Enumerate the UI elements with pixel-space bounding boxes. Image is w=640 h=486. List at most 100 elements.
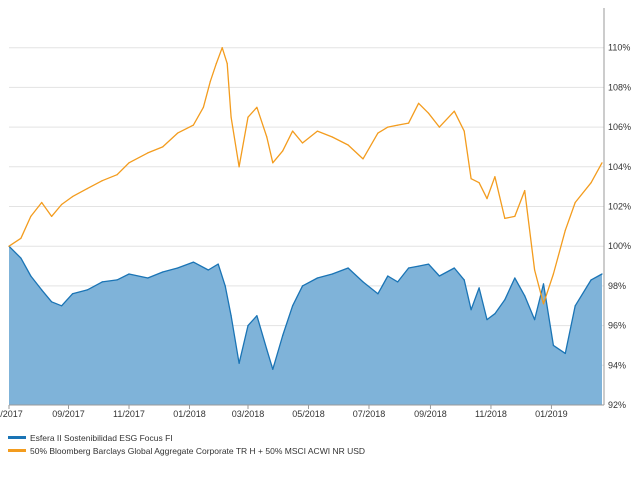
y-tick-label: 96% <box>608 321 626 331</box>
benchmark-data-point <box>272 162 274 164</box>
fund-data-point <box>41 289 43 291</box>
fund-data-point <box>272 368 274 370</box>
benchmark-data-point <box>266 136 268 138</box>
y-tick-label: 106% <box>608 122 631 132</box>
benchmark-data-point <box>387 126 389 128</box>
benchmark-data-point <box>316 130 318 132</box>
benchmark-data-point <box>542 303 545 305</box>
benchmark-data-point <box>147 152 149 154</box>
benchmark-data-point <box>30 215 32 217</box>
fund-data-point <box>438 275 440 277</box>
benchmark-data-point <box>504 217 506 219</box>
benchmark-data-point <box>20 237 22 239</box>
benchmark-data-point <box>101 180 103 182</box>
benchmark-data-point <box>377 132 379 134</box>
legend: Esfera II Sostenibilidad ESG Focus FI 50… <box>8 431 365 457</box>
fund-data-point <box>230 315 232 317</box>
fund-data-point <box>542 283 545 285</box>
benchmark-data-point <box>41 201 43 204</box>
fund-data-point <box>534 319 536 321</box>
benchmark-data-point <box>192 124 194 126</box>
benchmark-data-point <box>574 201 576 204</box>
fund-data-point <box>301 285 304 287</box>
fund-data-point <box>71 293 74 295</box>
fund-data-point <box>20 257 22 259</box>
benchmark-data-point <box>494 176 496 178</box>
benchmark-data-point <box>209 80 211 82</box>
benchmark-data-point <box>71 196 74 198</box>
benchmark-data-point <box>453 110 455 112</box>
x-tick-label: 03/2018 <box>232 409 265 419</box>
fund-data-point <box>266 348 268 350</box>
fund-data-point <box>387 275 389 277</box>
fund-data-point <box>116 279 118 281</box>
y-tick-label: 100% <box>608 241 631 251</box>
fund-data-point <box>224 285 226 287</box>
y-tick-label: 98% <box>608 281 626 291</box>
benchmark-data-point <box>534 269 536 271</box>
fund-data-point <box>331 273 333 275</box>
x-tick-label: 01/2019 <box>535 409 568 419</box>
legend-item-benchmark[interactable]: 50% Bloomberg Barclays Global Aggregate … <box>8 444 365 457</box>
fund-data-point <box>514 277 516 279</box>
x-tick-label: 09/2018 <box>414 409 447 419</box>
benchmark-data-point <box>514 215 516 217</box>
benchmark-data-point <box>347 144 349 146</box>
x-tick-label: 11/2017 <box>113 409 145 419</box>
benchmark-data-point <box>61 203 63 206</box>
benchmark-data-point <box>408 122 410 124</box>
benchmark-data-point <box>331 136 333 138</box>
y-tick-label: 108% <box>608 82 631 92</box>
benchmark-data-point <box>230 116 232 118</box>
fund-area-fill <box>9 246 602 405</box>
benchmark-data-point <box>247 116 249 118</box>
fund-data-point <box>486 319 488 321</box>
fund-data-point <box>463 279 465 281</box>
benchmark-data-point <box>463 130 465 132</box>
benchmark-data-point <box>202 106 204 108</box>
fund-data-point <box>147 277 149 279</box>
benchmark-data-point <box>397 124 399 126</box>
fund-series-line <box>8 245 603 370</box>
fund-data-point <box>347 267 349 269</box>
fund-data-point <box>192 261 194 263</box>
y-tick-label: 104% <box>608 162 631 172</box>
fund-data-point <box>524 295 526 297</box>
benchmark-data-point <box>552 273 555 275</box>
benchmark-data-point <box>564 229 566 231</box>
benchmark-data-point <box>8 245 10 247</box>
fund-data-point <box>128 273 130 275</box>
fund-data-point <box>30 275 32 277</box>
axes <box>8 8 605 409</box>
benchmark-series-line <box>8 47 603 305</box>
y-tick-label: 102% <box>608 202 631 212</box>
fund-data-point <box>601 273 603 275</box>
benchmark-data-point <box>128 162 130 164</box>
fund-data-point <box>247 325 249 327</box>
x-tick-label: 07/2018 <box>353 409 386 419</box>
fund-data-point <box>590 279 592 281</box>
performance-chart: 92% 94% 96% 98% 100% 102% 104% 106% 108% 110% 7/2… <box>0 8 631 419</box>
benchmark-data-point <box>590 182 592 184</box>
legend-swatch-benchmark <box>8 449 26 452</box>
benchmark-data-point <box>486 198 488 200</box>
benchmark-data-point <box>478 182 480 184</box>
legend-label-benchmark: 50% Bloomberg Barclays Global Aggregate … <box>30 445 366 456</box>
fund-data-point <box>362 281 364 283</box>
benchmark-data-point <box>362 158 364 160</box>
legend-item-fund[interactable]: Esfera II Sostenibilidad ESG Focus FI <box>8 431 365 444</box>
x-tick-label: 7/2017 <box>0 409 23 419</box>
fund-data-point <box>177 267 179 269</box>
fund-data-point <box>574 305 576 307</box>
series-lines-layer <box>8 47 603 370</box>
x-tick-label: 09/2017 <box>52 409 85 419</box>
y-tick-label: 92% <box>608 400 626 410</box>
benchmark-data-point <box>470 178 472 180</box>
fund-data-point <box>427 263 430 265</box>
x-tick-label: 05/2018 <box>292 409 325 419</box>
benchmark-data-point <box>226 63 228 65</box>
fund-data-point <box>101 281 103 283</box>
fund-data-point <box>552 344 555 346</box>
benchmark-data-point <box>427 112 430 114</box>
fund-data-point <box>217 263 219 265</box>
